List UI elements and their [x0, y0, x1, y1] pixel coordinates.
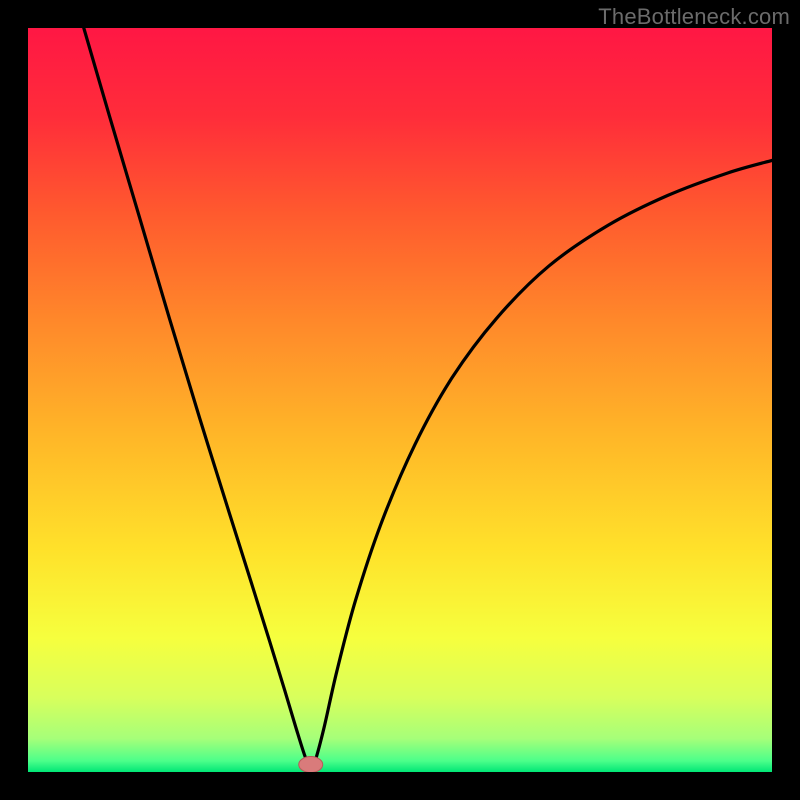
plot-area [28, 28, 772, 772]
gradient-background [28, 28, 772, 772]
optimal-point-marker [299, 757, 323, 772]
watermark-text: TheBottleneck.com [598, 4, 790, 30]
bottleneck-curve-chart [28, 28, 772, 772]
